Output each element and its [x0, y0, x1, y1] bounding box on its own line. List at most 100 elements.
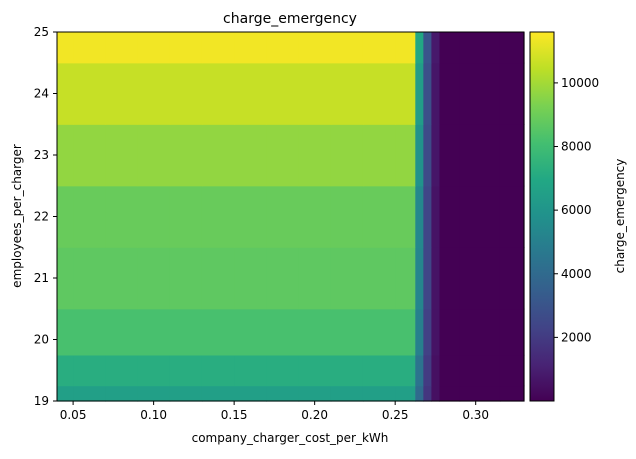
heatmap-cell — [431, 247, 441, 310]
heatmap-cell — [395, 385, 416, 402]
heatmap-cell — [439, 62, 461, 125]
heatmap-cell — [499, 32, 525, 64]
heatmap-cell — [137, 62, 171, 125]
colorbar-label: charge_emergency — [613, 159, 627, 274]
heatmap-cell — [499, 385, 525, 402]
heatmap-cell — [105, 308, 139, 356]
heatmap-cell — [266, 185, 300, 248]
heatmap-cell — [431, 32, 441, 64]
y-tick-label: 23 — [34, 148, 49, 162]
heatmap-cell — [201, 62, 235, 125]
heatmap-cell — [459, 354, 501, 387]
heatmap-cell — [298, 32, 332, 64]
heatmap-cell — [234, 354, 267, 387]
heatmap-cell — [431, 185, 441, 248]
heatmap-cell — [234, 32, 267, 64]
heatmap-cell — [298, 385, 332, 402]
heatmap-cell — [105, 185, 139, 248]
heatmap-cell — [423, 308, 433, 356]
heatmap-cell — [201, 185, 235, 248]
heatmap-cell — [105, 124, 139, 187]
y-tick-label: 19 — [34, 394, 49, 408]
y-tick-label: 25 — [34, 25, 49, 39]
y-tick-label: 20 — [34, 333, 49, 347]
heatmap-cell — [298, 185, 332, 248]
heatmap-cell — [266, 124, 300, 187]
colorbar-frame — [529, 31, 555, 402]
heatmap-cell — [73, 247, 106, 310]
heatmap-cell — [137, 385, 171, 402]
heatmap-cell — [266, 247, 300, 310]
heatmap-cell — [234, 385, 267, 402]
heatmap-cell — [234, 62, 267, 125]
heatmap-cell — [439, 185, 461, 248]
y-axis-ticks: 19 20 21 22 23 24 25 — [34, 25, 57, 408]
heatmap-cell — [137, 124, 171, 187]
heatmap-cell — [423, 354, 433, 387]
x-tick-label: 0.10 — [140, 408, 167, 422]
x-tick-label: 0.20 — [301, 408, 328, 422]
heatmap-cell — [201, 124, 235, 187]
y-tick-label: 22 — [34, 210, 49, 224]
heatmap-cell — [57, 62, 74, 125]
heatmap-cell — [298, 124, 332, 187]
heatmap-cell — [234, 308, 267, 356]
heatmap-cell — [499, 247, 525, 310]
heatmap-cell — [298, 62, 332, 125]
heatmap-cell — [415, 308, 424, 356]
heatmap-cell — [459, 124, 501, 187]
heatmap-cell — [330, 185, 364, 248]
heatmap-cell — [431, 354, 441, 387]
heatmap-cell — [330, 308, 364, 356]
heatmap-cell — [330, 385, 364, 402]
x-tick-label: 0.30 — [462, 408, 489, 422]
heatmap-cell — [395, 308, 416, 356]
heatmap-cell — [57, 385, 74, 402]
heatmap-cell — [459, 247, 501, 310]
heatmap-cell — [431, 308, 441, 356]
heatmap-cell — [423, 185, 433, 248]
heatmap-cell — [395, 32, 416, 64]
heatmap-cell — [266, 32, 300, 64]
heatmap-cell — [169, 385, 203, 402]
heatmap-cell — [201, 308, 235, 356]
heatmap-cell — [362, 308, 396, 356]
heatmap-cell — [431, 124, 441, 187]
y-tick-label: 24 — [34, 87, 49, 101]
heatmap-cell — [201, 247, 235, 310]
heatmap-cell — [169, 124, 203, 187]
heatmap-cell — [362, 32, 396, 64]
heatmap-cell — [266, 385, 300, 402]
heatmap-cell — [105, 247, 139, 310]
x-tick-label: 0.05 — [60, 408, 87, 422]
heatmap-cell — [459, 32, 501, 64]
colorbar-tick-label: 6000 — [561, 203, 592, 217]
heatmap-cell — [395, 62, 416, 125]
colorbar-ticks: 2000 4000 6000 8000 10000 — [554, 76, 599, 344]
heatmap-cell — [169, 354, 203, 387]
y-tick-label: 21 — [34, 271, 49, 285]
heatmap-cell — [105, 385, 139, 402]
heatmap-cell — [415, 124, 424, 187]
heatmap-cell — [499, 354, 525, 387]
heatmap-cell — [137, 308, 171, 356]
heatmap-cell — [431, 62, 441, 125]
heatmap-cell — [57, 247, 74, 310]
heatmap-cell — [459, 62, 501, 125]
heatmap-cell — [459, 385, 501, 402]
heatmap-cell — [137, 185, 171, 248]
heatmap-cell — [395, 124, 416, 187]
heatmap-cell — [415, 32, 424, 64]
heatmap-cell — [73, 124, 106, 187]
heatmap-cell — [439, 385, 461, 402]
heatmap-cell — [362, 62, 396, 125]
heatmap-cell — [201, 32, 235, 64]
heatmap-cell — [395, 354, 416, 387]
heatmap-cell — [169, 32, 203, 64]
heatmap-cell — [499, 62, 525, 125]
heatmap-cell — [266, 354, 300, 387]
heatmap-cell — [423, 247, 433, 310]
heatmap-cell — [330, 62, 364, 125]
